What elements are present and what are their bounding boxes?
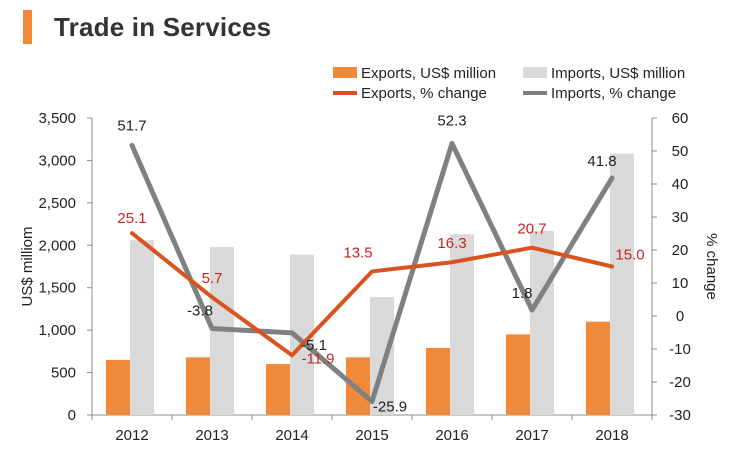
legend-exports-bar-swatch bbox=[333, 67, 357, 78]
legend-imports-bar-swatch bbox=[523, 67, 547, 78]
imports-bar bbox=[530, 230, 554, 415]
right-tick-label: 40 bbox=[672, 176, 689, 193]
left-tick-label: 3,500 bbox=[38, 110, 76, 127]
imports-bar bbox=[130, 240, 154, 415]
right-tick-label: 0 bbox=[676, 308, 684, 325]
imports-change-label: 51.7 bbox=[117, 117, 146, 134]
left-tick-label: 3,000 bbox=[38, 152, 76, 169]
exports-change-label: 5.7 bbox=[202, 270, 223, 287]
x-tick-label: 2013 bbox=[195, 427, 228, 444]
x-tick-label: 2017 bbox=[515, 427, 548, 444]
exports-change-line bbox=[130, 231, 614, 358]
imports-bar bbox=[610, 153, 634, 415]
chart-header: Trade in Services bbox=[23, 10, 271, 44]
left-tick-label: 1,000 bbox=[38, 322, 76, 339]
right-tick-label: -10 bbox=[669, 341, 691, 358]
imports-bar bbox=[450, 234, 474, 415]
exports-bar bbox=[506, 334, 530, 415]
legend-exports-line-label: Exports, % change bbox=[361, 85, 487, 102]
imports-change-label: -25.9 bbox=[373, 398, 407, 415]
imports-change-label: 41.8 bbox=[587, 153, 616, 170]
left-tick-label: 500 bbox=[51, 365, 76, 382]
exports-bar bbox=[266, 364, 290, 415]
legend-imports-line-label: Imports, % change bbox=[551, 85, 676, 102]
legend-exports-bar-label: Exports, US$ million bbox=[361, 65, 496, 82]
imports-change-label: -3.8 bbox=[187, 303, 213, 320]
left-tick-label: 2,500 bbox=[38, 195, 76, 212]
exports-bar bbox=[586, 321, 610, 415]
x-tick-label: 2018 bbox=[595, 427, 628, 444]
data-labels: 25.1 5.7 -11.9 13.5 16.3 20.7 15.0 51.7 -3.8 -5.1… bbox=[117, 112, 644, 415]
exports-change-label: 16.3 bbox=[437, 235, 466, 252]
right-tick-label: 20 bbox=[672, 242, 689, 259]
y-axis-title: US$ milliom bbox=[19, 226, 36, 306]
right-tick-label: 10 bbox=[672, 275, 689, 292]
exports-change-label: -11.9 bbox=[301, 350, 334, 367]
chart-title: Trade in Services bbox=[54, 11, 272, 42]
right-tick-label: -20 bbox=[669, 374, 691, 391]
exports-bar bbox=[426, 347, 450, 415]
exports-change-label: 20.7 bbox=[517, 221, 546, 238]
y2-axis-title: % change bbox=[703, 233, 720, 300]
imports-change-line bbox=[129, 140, 615, 404]
right-tick-label: 50 bbox=[672, 143, 689, 160]
x-tick-label: 2012 bbox=[115, 427, 148, 444]
exports-change-label: 15.0 bbox=[615, 247, 644, 264]
exports-change-label: 13.5 bbox=[343, 244, 372, 261]
exports-change-label: 25.1 bbox=[117, 210, 146, 227]
x-tick-label: 2014 bbox=[275, 427, 308, 444]
x-tick-label: 2015 bbox=[355, 427, 388, 444]
imports-change-label: -5.1 bbox=[301, 337, 327, 354]
legend: Exports, US$ million Imports, US$ million… bbox=[333, 65, 685, 102]
left-tick-label: 1,500 bbox=[38, 280, 76, 297]
title-accent-bar bbox=[23, 10, 32, 44]
imports-change-label: 1.8 bbox=[512, 285, 533, 302]
bars bbox=[106, 153, 634, 415]
right-tick-label: 30 bbox=[672, 209, 689, 226]
exports-bar bbox=[106, 359, 130, 415]
exports-bar bbox=[346, 357, 370, 415]
right-tick-label: -30 bbox=[669, 407, 691, 424]
legend-imports-bar-label: Imports, US$ million bbox=[551, 65, 685, 82]
imports-change-label: 52.3 bbox=[437, 112, 466, 129]
right-tick-label: 60 bbox=[672, 110, 689, 127]
exports-bar bbox=[186, 357, 210, 415]
left-tick-label: 2,000 bbox=[38, 237, 76, 254]
lines bbox=[129, 140, 615, 404]
x-tick-label: 2016 bbox=[435, 427, 468, 444]
axes: 05001,0001,5002,0002,5003,0003,500-30-20… bbox=[19, 110, 720, 444]
left-tick-label: 0 bbox=[68, 407, 76, 424]
